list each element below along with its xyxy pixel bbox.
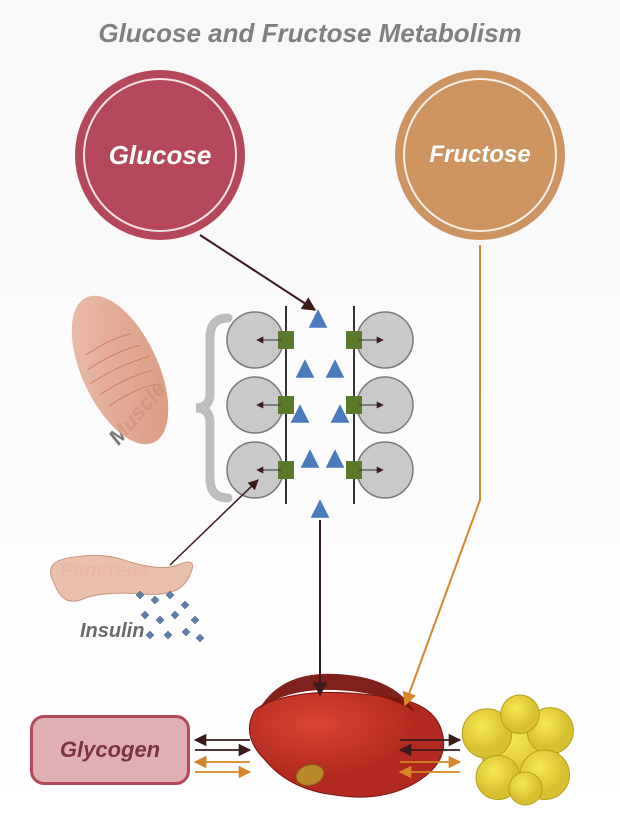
glycogen-node: Glycogen xyxy=(30,715,190,785)
glucose-label: Glucose xyxy=(109,140,212,171)
liver-label: Liver xyxy=(295,710,352,738)
pancreas-label: Pancreas xyxy=(60,560,149,583)
fructose-node: Fructose xyxy=(395,70,565,240)
glycogen-label: Glycogen xyxy=(60,737,160,763)
fat-label: Fat xyxy=(508,745,544,773)
page-title: Glucose and Fructose Metabolism xyxy=(0,18,620,49)
glucose-node: Glucose xyxy=(75,70,245,240)
fructose-label: Fructose xyxy=(429,141,530,169)
muscle-label: Muscle xyxy=(103,376,171,450)
insulin-label: Insulin xyxy=(80,620,144,643)
